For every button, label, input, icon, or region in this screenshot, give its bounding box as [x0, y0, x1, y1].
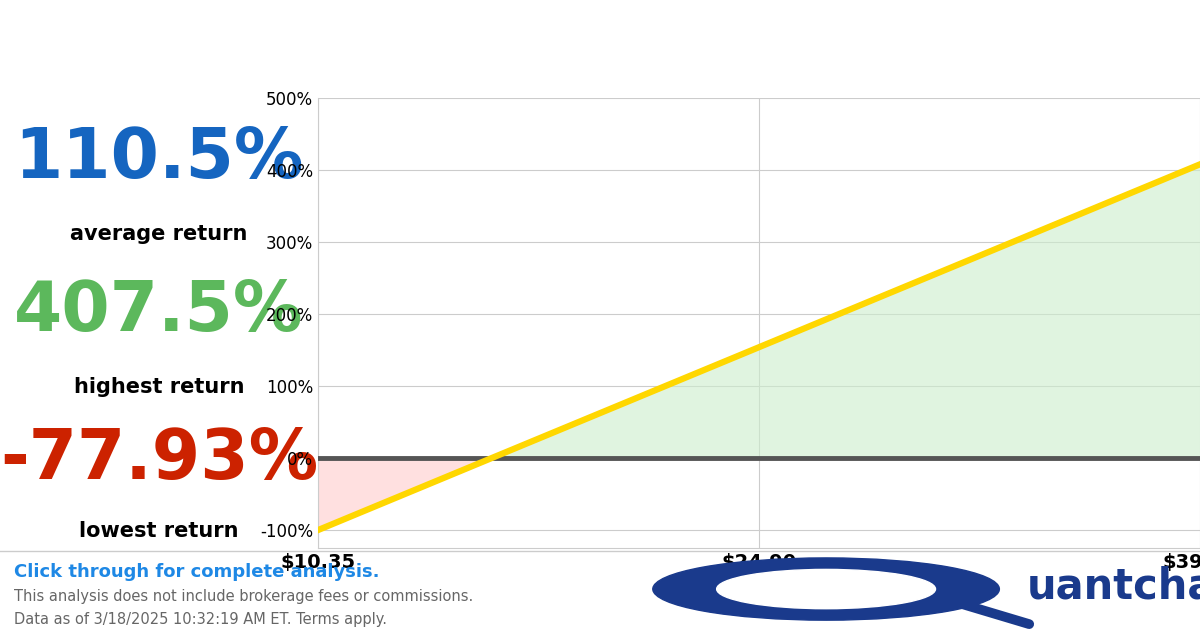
Text: This analysis does not include brokerage fees or commissions.: This analysis does not include brokerage… — [14, 589, 474, 604]
Text: Synthetic Long Stock analysis for $10.46-$39.05 model on 17-Oct-2025: Synthetic Long Stock analysis for $10.46… — [14, 44, 755, 69]
Text: YIELDMAX MSTR OPTION INCOME STRATEG: YIELDMAX MSTR OPTION INCOME STRATEG — [14, 5, 1200, 53]
Text: 110.5%: 110.5% — [14, 125, 304, 192]
Text: average return: average return — [71, 224, 247, 244]
Text: Data as of 3/18/2025 10:32:19 AM ET. Terms apply.: Data as of 3/18/2025 10:32:19 AM ET. Ter… — [14, 612, 388, 627]
Circle shape — [653, 558, 1000, 620]
Text: Q: Q — [814, 571, 839, 600]
Circle shape — [716, 570, 936, 609]
Text: lowest return: lowest return — [79, 521, 239, 541]
Text: uantcha: uantcha — [1027, 566, 1200, 607]
Text: -77.93%: -77.93% — [0, 427, 318, 493]
Text: 407.5%: 407.5% — [14, 278, 304, 345]
Text: Click through for complete analysis.: Click through for complete analysis. — [14, 563, 380, 581]
Text: highest return: highest return — [73, 377, 245, 397]
